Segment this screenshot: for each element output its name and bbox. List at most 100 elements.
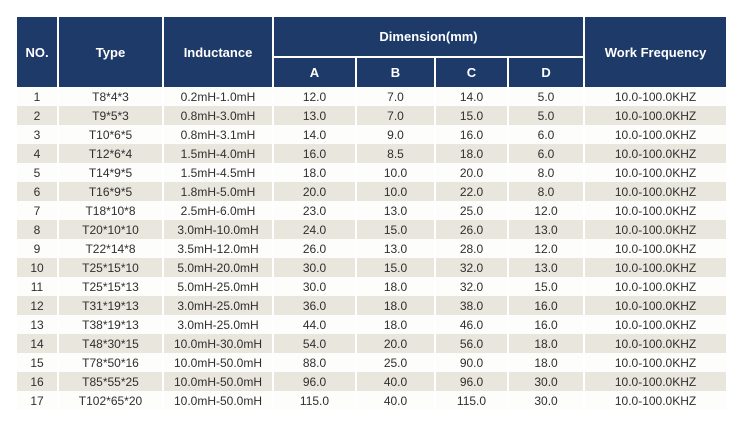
table-cell: 13.0 [509, 220, 586, 239]
table-cell: 90.0 [436, 353, 509, 372]
col-header-type: Type [59, 17, 164, 87]
table-cell: 3 [17, 125, 59, 144]
table-cell: 10.0-100.0KHZ [614, 184, 697, 199]
table-header: NO. Type Inductance Dimension(mm) Work F… [17, 17, 727, 87]
table-cell: T48*30*15 [59, 334, 164, 353]
col-header-no: NO. [17, 17, 59, 87]
table-cell: 15.0 [509, 277, 586, 296]
table-cell: 40.0 [357, 372, 436, 391]
table-cell: 40.0 [357, 391, 436, 410]
table-cell: 8.0 [509, 163, 586, 182]
table-cell: 4 [17, 144, 59, 163]
table-cell: 13.0 [274, 106, 357, 125]
table-cell: T78*50*16 [59, 353, 164, 372]
table-cell: 10.0-100.0KHZ [614, 298, 697, 313]
col-header-dim-d: D [509, 58, 586, 87]
table-cell: 26.0 [274, 239, 357, 258]
table-row: 14 T48*30*15 10.0mH-30.0mH 54.0 20.0 56.0 18.0… [17, 334, 727, 353]
table-cell: 10.0-100.0KHZ [614, 374, 697, 389]
col-header-work-frequency: Work Frequency [585, 17, 727, 87]
table-cell: T12*6*4 [59, 144, 164, 163]
table-cell: 30.0 [509, 372, 586, 391]
table-cell: 28.0 [436, 239, 509, 258]
table-cell: 6 [17, 182, 59, 201]
table-cell: 32.0 [436, 258, 509, 277]
table-cell: 3.0mH-25.0mH [164, 296, 274, 315]
header-row-main: NO. Type Inductance Dimension(mm) Work F… [17, 17, 727, 87]
table-row: 5 T14*9*5 1.5mH-4.5mH 18.0 10.0 20.0 8.0 10.0-1… [17, 163, 727, 182]
table-cell: 56.0 [436, 334, 509, 353]
table-cell: 8.5 [357, 144, 436, 163]
table-cell: 10.0mH-50.0mH [164, 372, 274, 391]
table-cell: T102*65*20 [59, 391, 164, 410]
table-cell: 9 [17, 239, 59, 258]
table-cell: T18*10*8 [59, 201, 164, 220]
table-cell: 8 [17, 220, 59, 239]
table-cell: T14*9*5 [59, 163, 164, 182]
table-cell: 10.0-100.0KHZ [614, 108, 697, 123]
table-row: 4 T12*6*4 1.5mH-4.0mH 16.0 8.5 18.0 6.0 10.0-10… [17, 144, 727, 163]
table-cell: 115.0 [274, 391, 357, 410]
table-cell: 12.0 [509, 239, 586, 258]
table-cell: T9*5*3 [59, 106, 164, 125]
table-cell: 0.8mH-3.0mH [164, 106, 274, 125]
table-cell: 10.0mH-50.0mH [164, 353, 274, 372]
table-cell: 3.0mH-10.0mH [164, 220, 274, 239]
table-cell: 15.0 [357, 220, 436, 239]
table-cell: 54.0 [274, 334, 357, 353]
table-cell: 5.0mH-20.0mH [164, 258, 274, 277]
table-cell: 25.0 [436, 201, 509, 220]
table-cell: 11 [17, 277, 59, 296]
table-cell: 115.0 [436, 391, 509, 410]
table-cell: T31*19*13 [59, 296, 164, 315]
table-cell: 14.0 [436, 87, 509, 106]
table-cell: 20.0 [274, 182, 357, 201]
table-cell: 6.0 [509, 144, 586, 163]
table-cell: 16.0 [436, 125, 509, 144]
table-cell: 1.8mH-5.0mH [164, 182, 274, 201]
table-cell: 15.0 [357, 258, 436, 277]
table-cell: 88.0 [274, 353, 357, 372]
table-cell: 5 [17, 163, 59, 182]
table-cell: 9.0 [357, 125, 436, 144]
table-cell: 30.0 [274, 258, 357, 277]
table-row: 6 T16*9*5 1.8mH-5.0mH 20.0 10.0 22.0 8.0 10.0-1… [17, 182, 727, 201]
table-cell: 20.0 [436, 163, 509, 182]
table-cell: 6.0 [509, 125, 586, 144]
table-cell: 16.0 [509, 315, 586, 334]
table-cell: 14.0 [274, 125, 357, 144]
table-row: 3 T10*6*5 0.8mH-3.1mH 14.0 9.0 16.0 6.0 10.0-10… [17, 125, 727, 144]
table-cell: 18.0 [274, 163, 357, 182]
table-cell: 32.0 [436, 277, 509, 296]
table-cell: 15.0 [436, 106, 509, 125]
table-cell: 38.0 [436, 296, 509, 315]
table-row: 8 T20*10*10 3.0mH-10.0mH 24.0 15.0 26.0 13.0 10… [17, 220, 727, 239]
table-cell: 10.0 [357, 182, 436, 201]
col-header-dim-c: C [436, 58, 509, 87]
table-row: 16 T85*55*25 10.0mH-50.0mH 96.0 40.0 96.0 30.0… [17, 372, 727, 391]
table-cell: 12 [17, 296, 59, 315]
table-cell: 3.0mH-25.0mH [164, 315, 274, 334]
table-cell: 3.5mH-12.0mH [164, 239, 274, 258]
table-cell: T85*55*25 [59, 372, 164, 391]
table-cell: 15 [17, 353, 59, 372]
table-body: 1 T8*4*3 0.2mH-1.0mH 12.0 7.0 14.0 5.0 10.0-100… [17, 87, 727, 410]
table-cell: 18.0 [357, 277, 436, 296]
table-cell: 20.0 [357, 334, 436, 353]
table-row: 10 T25*15*10 5.0mH-20.0mH 30.0 15.0 32.0 13.0 1… [17, 258, 727, 277]
table-row: 15 T78*50*16 10.0mH-50.0mH 88.0 25.0 90.0 18.0… [17, 353, 727, 372]
table-cell: 10.0-100.0KHZ [614, 317, 697, 332]
table-cell: 25.0 [357, 353, 436, 372]
table-cell: T16*9*5 [59, 182, 164, 201]
table-cell: 16.0 [274, 144, 357, 163]
table-cell: 10.0-100.0KHZ [614, 393, 697, 408]
table-row: 11 T25*15*13 5.0mH-25.0mH 30.0 18.0 32.0 15.0 1… [17, 277, 727, 296]
table-cell: 1 [17, 87, 59, 106]
table-cell: T25*15*13 [59, 277, 164, 296]
table-row: 9 T22*14*8 3.5mH-12.0mH 26.0 13.0 28.0 12.0 10.… [17, 239, 727, 258]
table-cell: 18.0 [509, 353, 586, 372]
spec-sheet-page: NO. Type Inductance Dimension(mm) Work F… [17, 17, 727, 410]
table-cell: 10.0-100.0KHZ [614, 355, 697, 370]
table-row: 2 T9*5*3 0.8mH-3.0mH 13.0 7.0 15.0 5.0 10.0-100… [17, 106, 727, 125]
table-row: 7 T18*10*8 2.5mH-6.0mH 23.0 13.0 25.0 12.0 10.0… [17, 201, 727, 220]
